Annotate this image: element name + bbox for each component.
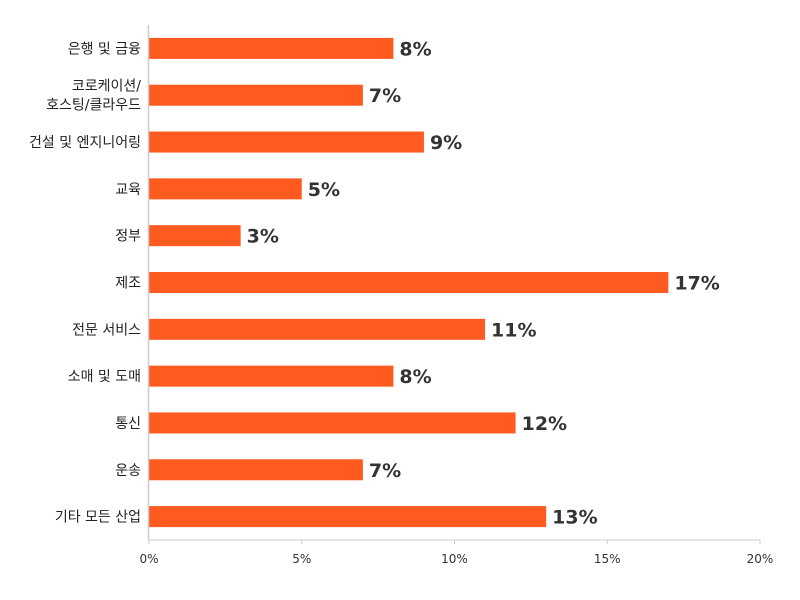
data-label: 12%: [522, 413, 567, 435]
data-label: 8%: [399, 38, 431, 60]
bar: [149, 225, 241, 247]
data-label: 9%: [430, 132, 462, 154]
bar: [149, 178, 302, 200]
bar: [149, 37, 394, 59]
bar: [149, 365, 394, 387]
data-label: 5%: [308, 179, 340, 201]
x-tick-label: 20%: [747, 552, 774, 566]
data-label: 13%: [552, 507, 597, 529]
x-tick-label: 15%: [594, 552, 621, 566]
category-label: 교육: [115, 182, 141, 198]
x-tick-label: 10%: [441, 552, 468, 566]
category-label: 코로케이션/: [72, 79, 141, 95]
bar: [149, 84, 363, 106]
data-label: 7%: [369, 460, 401, 482]
bar: [149, 412, 516, 434]
bar: [149, 272, 669, 293]
x-tick-label: 5%: [292, 552, 311, 566]
data-label: 8%: [399, 366, 431, 388]
category-label: 호스팅/클라우드: [46, 98, 141, 114]
category-label: 건설 및 엔지니어링: [29, 135, 141, 151]
data-label: 17%: [674, 273, 719, 295]
bar: [149, 506, 547, 528]
category-label: 전문 서비스: [72, 322, 141, 338]
category-label: 기타 모든 산업: [55, 510, 141, 526]
data-label: 7%: [369, 85, 401, 107]
category-label: 제조: [115, 276, 141, 292]
data-label: 11%: [491, 319, 536, 341]
category-label: 정부: [115, 229, 141, 245]
category-label: 통신: [115, 416, 141, 432]
x-tick-label: 0%: [139, 552, 158, 566]
bar: [149, 318, 486, 340]
category-label: 은행 및 금융: [68, 41, 141, 57]
category-label: 소매 및 도매: [68, 369, 141, 385]
bar: [149, 131, 424, 153]
bar: [149, 459, 363, 481]
category-label: 운송: [115, 463, 141, 479]
data-label: 3%: [247, 226, 279, 248]
